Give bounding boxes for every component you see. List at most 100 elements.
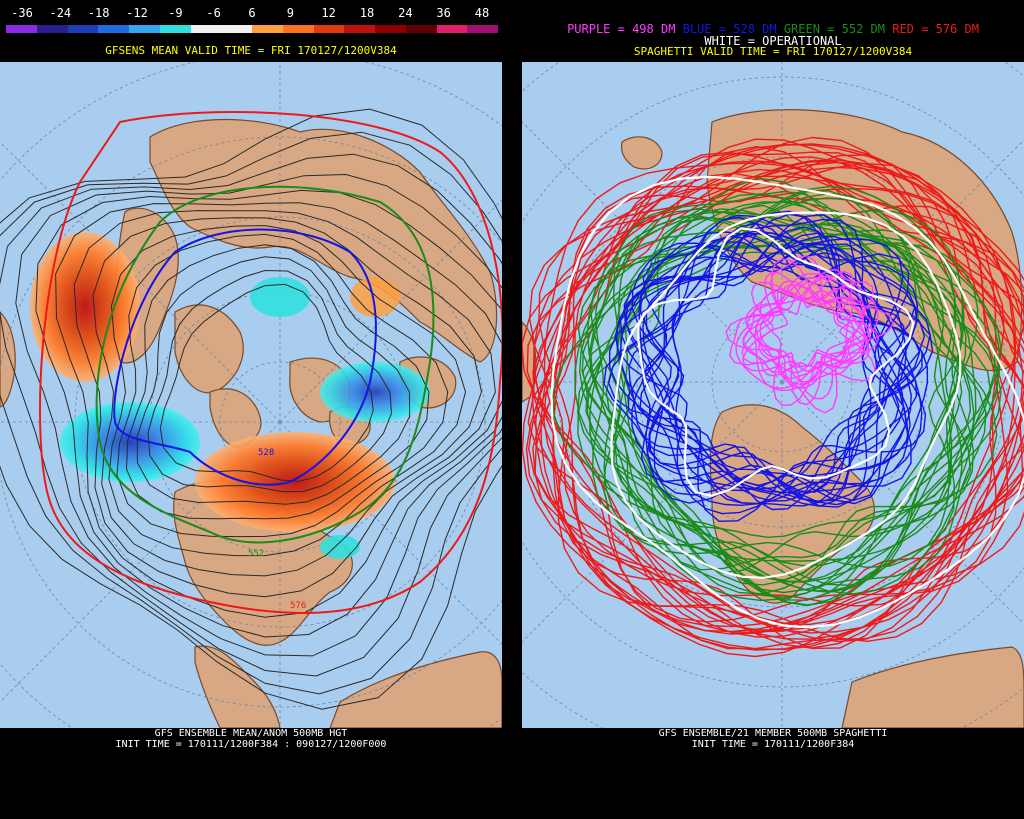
scale-label: -24 <box>49 6 72 20</box>
scale-label: 9 <box>286 6 294 20</box>
member-576 <box>528 136 1024 643</box>
contour-528 <box>113 228 377 486</box>
spaghetti-valid-time: SPAGHETTI VALID TIME = FRI 170127/1200V3… <box>633 45 913 58</box>
legend-red: RED = 576 DM <box>892 22 979 36</box>
ensemble-mean-panel: -36 -24 -18 -12 -9 -6 6 9 12 18 24 36 48 GFSENS MEAN… <box>0 0 502 819</box>
member-528 <box>619 231 923 494</box>
legend-white: WHITE = OPERATIONAL <box>704 34 842 48</box>
member-552 <box>576 208 975 586</box>
scale-swatch <box>375 25 406 33</box>
legend-purple: PURPLE = 498 DM <box>567 22 676 36</box>
height-contour <box>35 189 502 638</box>
member-528 <box>639 226 923 504</box>
scale-swatch <box>436 25 468 33</box>
scale-swatch <box>405 25 437 33</box>
member-498 <box>729 254 895 414</box>
scale-swatch <box>313 25 345 33</box>
scale-swatch <box>252 25 283 33</box>
operational-576 <box>550 175 1024 629</box>
contour-552 <box>95 185 435 544</box>
scale-label: 24 <box>398 6 413 20</box>
scale-swatch <box>159 25 191 33</box>
spaghetti-footer-init: INIT TIME = 170111/1200F384 <box>691 739 855 750</box>
scale-swatch <box>282 25 314 33</box>
contour-576 <box>39 111 502 614</box>
member-498 <box>735 274 879 390</box>
label-552: 552 <box>248 549 264 559</box>
height-contour <box>159 283 374 482</box>
member-498 <box>755 284 854 380</box>
member-576 <box>522 161 1024 633</box>
scale-label: 48 <box>474 6 490 20</box>
scale-swatch <box>467 25 498 33</box>
scale-label: 6 <box>248 6 256 20</box>
scale-label: 12 <box>321 6 336 20</box>
mean-footer-title: GFS ENSEMBLE MEAN/ANOM 500MB HGT <box>154 728 348 739</box>
spaghetti-footer-title: GFS ENSEMBLE/21 MEMBER 500MB SPAGHETTI <box>658 728 888 739</box>
operational-run <box>550 175 1024 629</box>
member-552 <box>578 197 998 595</box>
spaghetti-498 <box>725 254 895 414</box>
member-528 <box>627 243 918 511</box>
member-528 <box>631 238 912 504</box>
height-contour <box>136 256 411 505</box>
label-576: 576 <box>290 601 306 611</box>
label-528: 528 <box>258 448 274 458</box>
member-528 <box>603 218 907 505</box>
member-552 <box>590 233 967 582</box>
member-576 <box>552 154 1024 650</box>
scale-label: -18 <box>87 6 110 20</box>
member-498 <box>754 272 865 392</box>
member-498 <box>742 268 880 400</box>
member-528 <box>619 210 931 506</box>
scale-label: -36 <box>11 6 33 20</box>
scale-swatch <box>36 25 68 33</box>
member-552 <box>591 192 1002 593</box>
height-contour <box>0 131 502 695</box>
height-contour <box>147 269 393 493</box>
member-552 <box>589 200 975 562</box>
height-contour <box>55 202 502 618</box>
height-contour <box>116 233 449 538</box>
operational-528 <box>637 227 915 497</box>
spaghetti-legend: PURPLE = 498 DM BLUE = 528 DM GREEN = 55… <box>522 22 1024 36</box>
anomaly-scale-labels: -36 -24 -18 -12 -9 -6 6 9 12 18 24 36 48 <box>0 6 502 20</box>
scale-swatch <box>129 25 160 33</box>
height-contour <box>0 153 502 677</box>
height-contour <box>0 108 502 710</box>
scale-label: -12 <box>126 6 148 20</box>
ensemble-mean-map: 528 552 576 <box>0 62 502 728</box>
member-498 <box>725 258 876 406</box>
scale-swatch <box>6 25 37 33</box>
member-576 <box>540 143 1024 651</box>
member-576 <box>543 168 1024 626</box>
height-contour <box>73 210 496 598</box>
spaghetti-panel: PURPLE = 498 DM BLUE = 528 DM GREEN = 55… <box>522 0 1024 819</box>
member-528 <box>625 252 918 507</box>
member-576 <box>531 156 1024 638</box>
scale-swatch <box>221 25 252 33</box>
legend-green: GREEN = 552 DM <box>783 22 885 36</box>
panel-divider <box>502 0 522 819</box>
member-576 <box>534 160 1024 634</box>
spaghetti-map <box>522 62 1024 728</box>
operational-552 <box>610 211 962 579</box>
scale-label: 36 <box>436 6 451 20</box>
spaghetti-552 <box>552 177 1002 607</box>
scale-swatch <box>190 25 222 33</box>
scale-label: -6 <box>206 6 221 20</box>
member-528 <box>609 214 919 515</box>
scale-swatch <box>98 25 129 33</box>
member-576 <box>532 175 1024 631</box>
scale-swatch <box>344 25 375 33</box>
member-498 <box>742 287 872 377</box>
member-528 <box>614 214 927 507</box>
mean-footer-init: INIT TIME = 170111/1200F384 : 090127/120… <box>115 739 387 750</box>
member-528 <box>631 235 907 490</box>
height-anomalies <box>30 232 430 559</box>
mean-valid-time: GFSENS MEAN VALID TIME = FRI 170127/1200… <box>105 44 397 57</box>
scale-label: -9 <box>168 6 183 20</box>
scale-swatch <box>67 25 99 33</box>
height-contour <box>125 244 430 520</box>
member-552 <box>552 185 963 595</box>
